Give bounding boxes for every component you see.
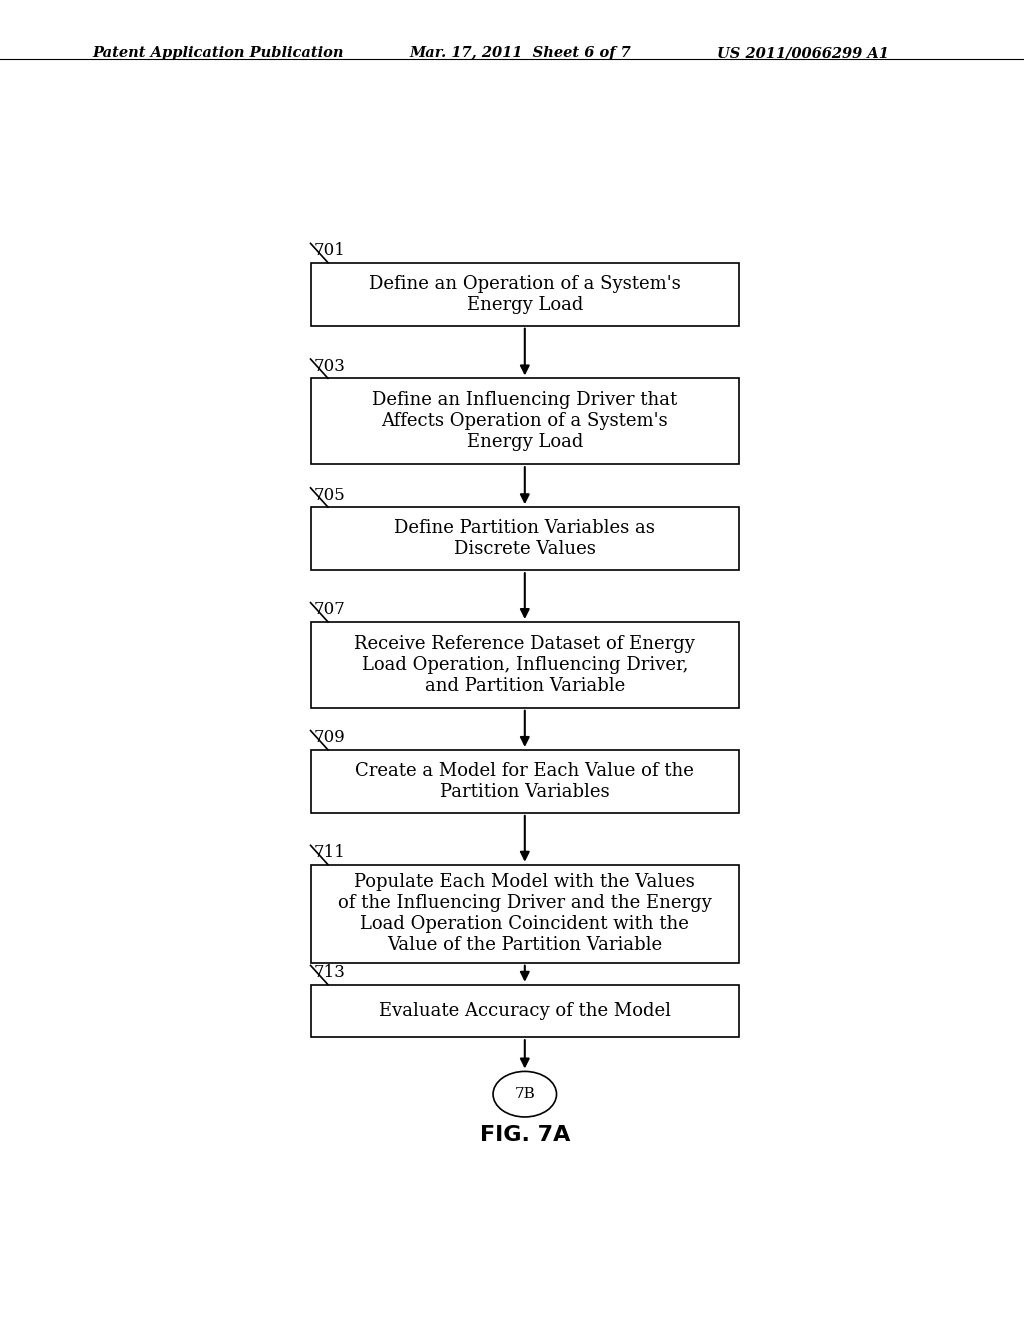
Text: 707: 707 bbox=[313, 602, 345, 618]
Bar bbox=[310, 379, 739, 465]
Bar bbox=[310, 750, 739, 813]
Text: 705: 705 bbox=[313, 487, 345, 504]
Text: 701: 701 bbox=[313, 242, 345, 259]
Text: Patent Application Publication: Patent Application Publication bbox=[92, 46, 344, 61]
Text: 709: 709 bbox=[313, 730, 345, 746]
Text: Define an Influencing Driver that
Affects Operation of a System's
Energy Load: Define an Influencing Driver that Affect… bbox=[372, 392, 678, 451]
Bar bbox=[310, 622, 739, 708]
Text: Create a Model for Each Value of the
Partition Variables: Create a Model for Each Value of the Par… bbox=[355, 762, 694, 801]
Text: Define Partition Variables as
Discrete Values: Define Partition Variables as Discrete V… bbox=[394, 519, 655, 558]
Bar bbox=[310, 865, 739, 962]
Text: Define an Operation of a System's
Energy Load: Define an Operation of a System's Energy… bbox=[369, 275, 681, 314]
Text: 713: 713 bbox=[313, 964, 345, 981]
Ellipse shape bbox=[493, 1072, 557, 1117]
Bar bbox=[310, 985, 739, 1038]
Text: 703: 703 bbox=[313, 358, 345, 375]
Text: FIG. 7A: FIG. 7A bbox=[479, 1126, 570, 1146]
Text: 711: 711 bbox=[313, 843, 345, 861]
Text: Populate Each Model with the Values
of the Influencing Driver and the Energy
Loa: Populate Each Model with the Values of t… bbox=[338, 874, 712, 954]
Text: Receive Reference Dataset of Energy
Load Operation, Influencing Driver,
and Part: Receive Reference Dataset of Energy Load… bbox=[354, 635, 695, 694]
Text: US 2011/0066299 A1: US 2011/0066299 A1 bbox=[717, 46, 889, 61]
Text: 7B: 7B bbox=[514, 1088, 536, 1101]
Text: Mar. 17, 2011  Sheet 6 of 7: Mar. 17, 2011 Sheet 6 of 7 bbox=[410, 46, 632, 61]
Text: Evaluate Accuracy of the Model: Evaluate Accuracy of the Model bbox=[379, 1002, 671, 1020]
Bar bbox=[310, 507, 739, 570]
Bar bbox=[310, 263, 739, 326]
